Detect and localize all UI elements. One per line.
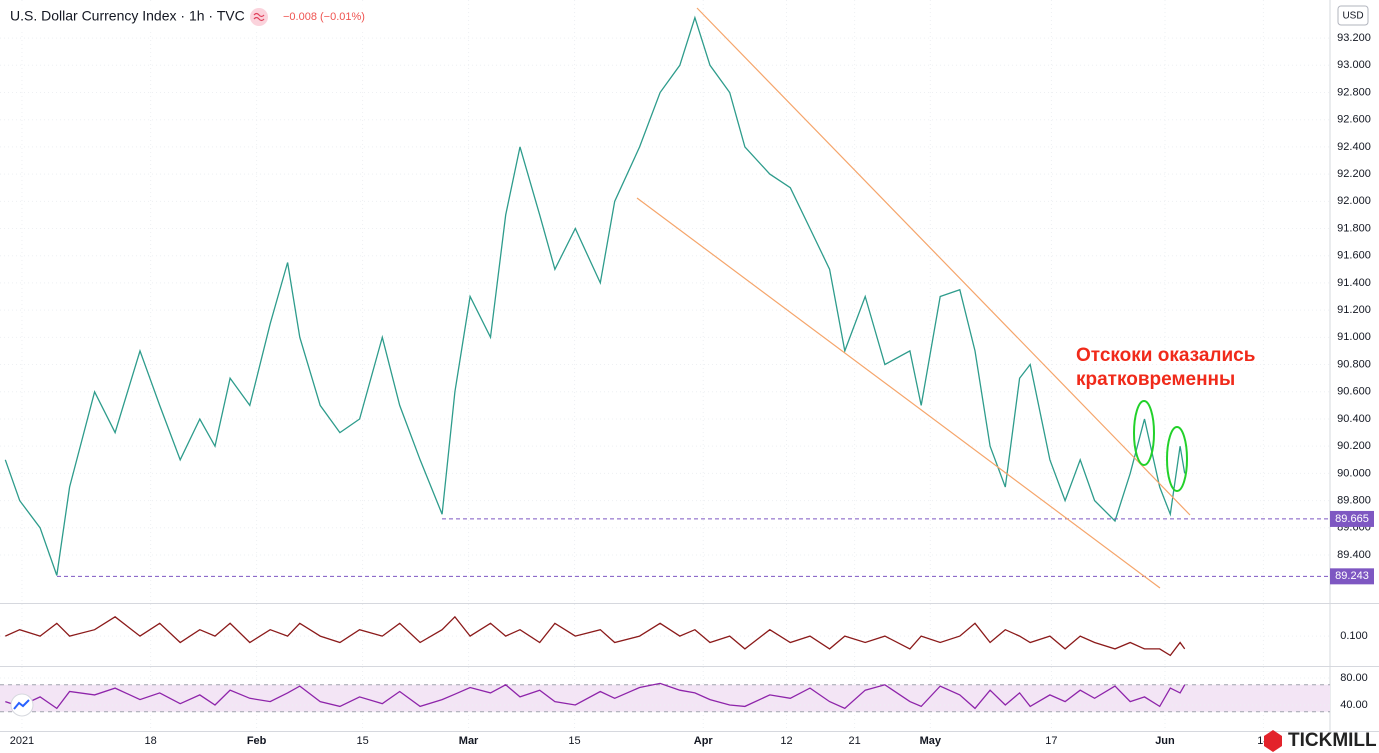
currency[interactable]: USD [1342, 11, 1363, 22]
y-tick-label: 93.200 [1337, 32, 1371, 44]
y-tick-label: 92.200 [1337, 168, 1371, 180]
level-label-bg [1330, 510, 1374, 527]
y-tick-label: 92.400 [1337, 141, 1371, 153]
y-tick-label: 90.400 [1337, 413, 1371, 425]
x-tick-label: Jun [1155, 735, 1175, 747]
y-tick-label: 89.800 [1337, 494, 1371, 506]
x-tick-label: 15 [356, 735, 368, 747]
x-tick-label: 12 [780, 735, 792, 747]
x-tick-label: Apr [694, 735, 714, 747]
y-tick-label: 90.200 [1337, 440, 1371, 452]
status-icon [253, 12, 265, 22]
y-tick-label: 91.200 [1337, 304, 1371, 316]
highlight-ellipse [1133, 400, 1155, 466]
x-tick-label: 15 [568, 735, 580, 747]
y-tick-label: 91.000 [1337, 331, 1371, 343]
annotation: Отскоки оказались [1076, 345, 1255, 366]
y-tick-label: 91.800 [1337, 222, 1371, 234]
level-label-bg [1330, 568, 1374, 585]
x-tick-label: May [920, 735, 942, 747]
level-label: 89.243 [1335, 570, 1369, 582]
y-tick-label: 90.600 [1337, 386, 1371, 398]
chart-title: U.S. Dollar Currency Index · 1h · TVC [10, 8, 245, 24]
tv-logo [13, 699, 30, 710]
x-tick-label: 17 [1045, 735, 1057, 747]
y-tick-label: 80.00 [1340, 672, 1368, 684]
y-tick-label: 0.100 [1340, 630, 1368, 642]
x-tick-label: Feb [247, 735, 267, 747]
y-tick-label: 91.600 [1337, 250, 1371, 262]
x-tick-label: 21 [848, 735, 860, 747]
x-tick-label: Mar [459, 735, 479, 747]
rsi-band [0, 684, 1330, 712]
x-tick-label: 2021 [10, 735, 34, 747]
price-line [5, 615, 1186, 657]
frame [0, 0, 1379, 732]
price-line [5, 682, 1186, 710]
currency-box[interactable] [1337, 5, 1369, 26]
y-tick-label: 92.600 [1337, 114, 1371, 126]
y-tick-label: 90.800 [1337, 358, 1371, 370]
y-tick-label: 40.00 [1340, 699, 1368, 711]
annotation: кратковременны [1076, 369, 1235, 390]
y-tick-label: 93.000 [1337, 59, 1371, 71]
x-tick-label: 18 [145, 735, 157, 747]
trend-line [636, 197, 1161, 589]
trend-line [696, 7, 1191, 516]
y-tick-label: 91.400 [1337, 277, 1371, 289]
drawings: Отскоки оказались кратковременны U.S. Do… [0, 3, 1377, 752]
legend-bg [0, 3, 370, 31]
price-line [4, 15, 1186, 576]
highlight-ellipse [1166, 426, 1188, 492]
y-tick-label: 92.000 [1337, 195, 1371, 207]
y-tick-label: 92.800 [1337, 86, 1371, 98]
watermark: TICKMILL [1288, 730, 1377, 751]
brand-logo [1264, 730, 1282, 752]
y-tick-label: 90.000 [1337, 467, 1371, 479]
level-label: 89.665 [1335, 513, 1369, 525]
status-icon [250, 8, 268, 26]
change-label: −0.008 (−0.01%) [283, 11, 365, 23]
y-tick-label: 89.400 [1337, 549, 1371, 561]
